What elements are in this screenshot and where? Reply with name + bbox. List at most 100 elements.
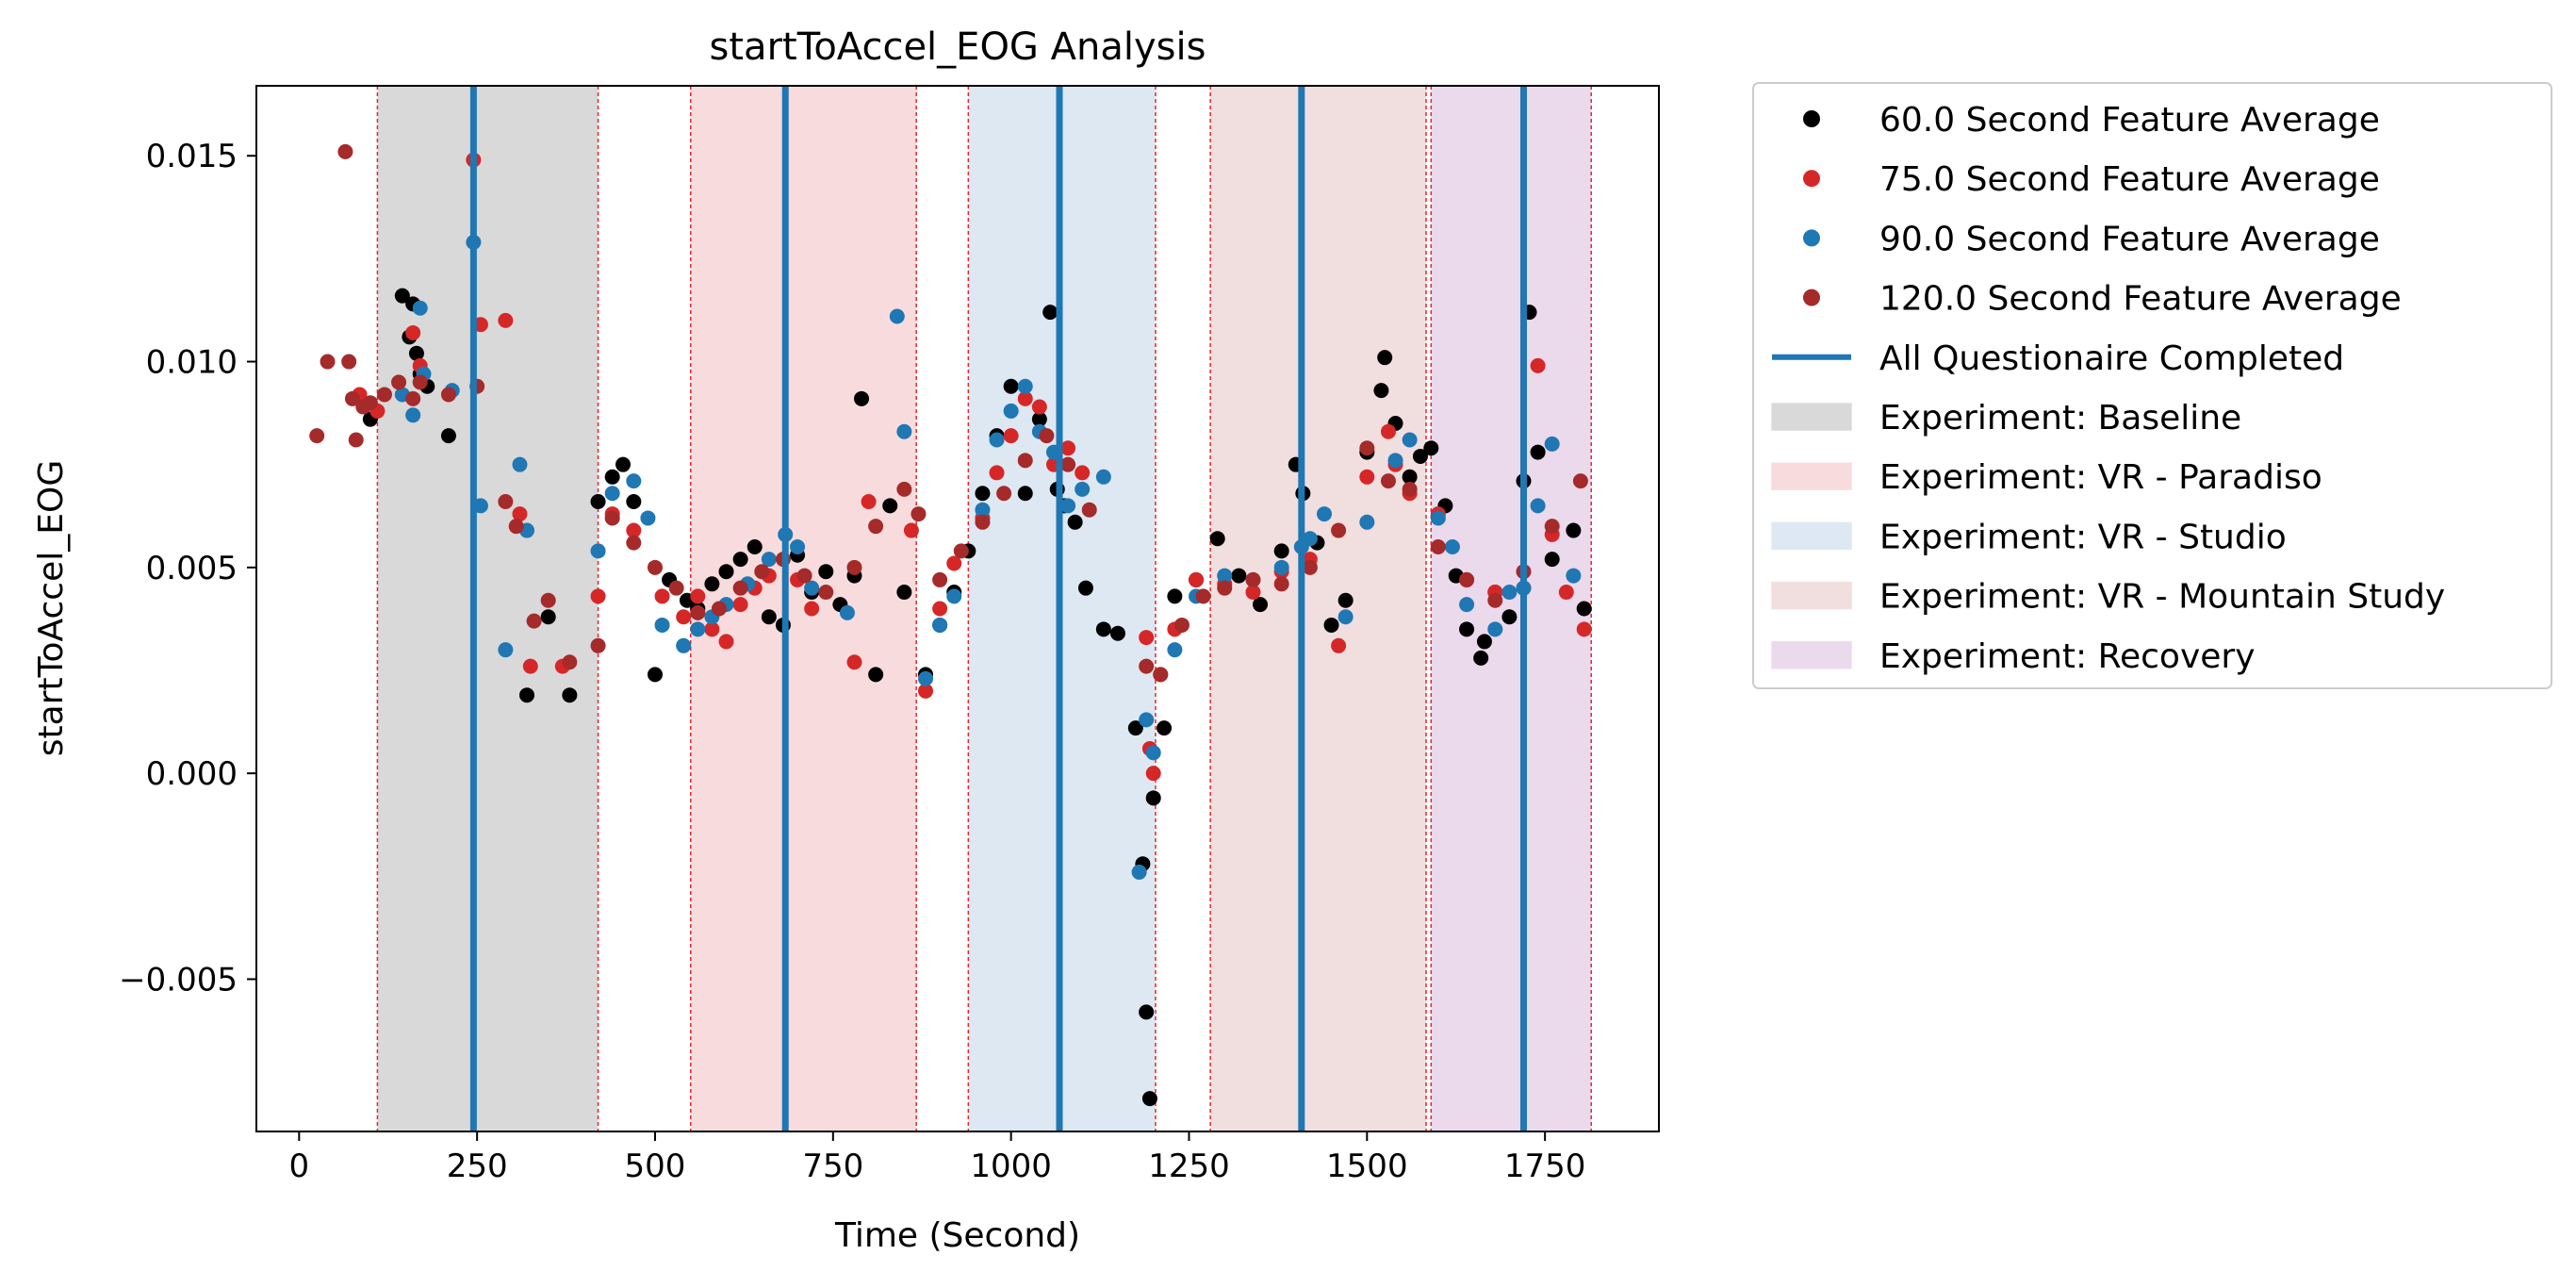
series-1-point-27 xyxy=(932,601,948,617)
series-3-point-47 xyxy=(1217,580,1233,596)
series-0-point-52 xyxy=(1139,1004,1155,1020)
y-axis-label: startToAccel_EOG xyxy=(32,460,71,756)
series-0-point-77 xyxy=(1473,650,1489,666)
series-0-point-76 xyxy=(1459,621,1475,637)
series-3-point-10 xyxy=(405,390,421,406)
series-0-point-83 xyxy=(1530,444,1546,460)
series-3-point-33 xyxy=(896,481,912,497)
series-0-point-33 xyxy=(896,585,912,601)
series-3-point-49 xyxy=(1273,576,1289,592)
series-1-point-59 xyxy=(1576,621,1592,637)
series-1-point-42 xyxy=(1189,571,1205,587)
series-1-point-22 xyxy=(804,601,820,617)
series-0-point-58 xyxy=(1209,531,1225,547)
series-3-point-46 xyxy=(1195,588,1211,604)
series-3-point-4 xyxy=(344,390,360,406)
series-1-point-44 xyxy=(1245,585,1261,601)
series-1-point-33 xyxy=(1031,399,1047,415)
x-tick-label: 1250 xyxy=(1148,1148,1230,1185)
series-2-point-53 xyxy=(1402,432,1418,448)
series-1-point-25 xyxy=(903,522,919,538)
series-1-point-13 xyxy=(654,588,670,604)
series-3-point-0 xyxy=(309,428,325,444)
series-1-point-26 xyxy=(918,683,934,699)
phase-band-4 xyxy=(1431,86,1592,1131)
series-1-point-5 xyxy=(472,317,488,333)
series-1-point-30 xyxy=(989,465,1005,481)
series-3-point-21 xyxy=(626,535,642,551)
series-2-point-8 xyxy=(512,456,528,472)
series-2-point-32 xyxy=(1003,403,1019,419)
x-tick-label: 750 xyxy=(802,1148,863,1185)
series-3-point-31 xyxy=(846,559,862,575)
series-3-point-8 xyxy=(376,387,392,403)
series-0-point-19 xyxy=(704,576,720,592)
series-1-point-36 xyxy=(1075,465,1091,481)
chart-title: startToAccel_EOG Analysis xyxy=(710,25,1206,69)
series-0-point-30 xyxy=(854,390,870,406)
series-3-point-18 xyxy=(562,654,578,670)
series-0-point-73 xyxy=(1423,440,1439,456)
series-1-point-58 xyxy=(1558,585,1574,601)
legend: 60.0 Second Feature Average 75.0 Second F… xyxy=(1752,82,2552,689)
series-1-point-12 xyxy=(626,522,642,538)
series-3-point-57 xyxy=(1487,592,1503,608)
series-0-point-21 xyxy=(732,552,748,568)
series-0-point-27 xyxy=(818,564,834,580)
x-tick-label: 0 xyxy=(288,1148,309,1185)
series-0-point-71 xyxy=(1402,469,1418,485)
series-3-point-23 xyxy=(668,580,684,596)
series-0-point-13 xyxy=(615,456,631,472)
series-3-point-26 xyxy=(732,580,748,596)
series-0-point-61 xyxy=(1273,543,1289,559)
series-0-point-48 xyxy=(1095,621,1111,637)
series-3-point-59 xyxy=(1544,519,1560,535)
data-points xyxy=(309,143,1592,1107)
series-3-point-53 xyxy=(1380,473,1396,489)
series-2-point-27 xyxy=(918,670,934,686)
series-2-point-39 xyxy=(1131,864,1147,880)
series-0-point-9 xyxy=(540,609,556,625)
series-3-point-27 xyxy=(754,564,770,580)
series-0-point-1 xyxy=(394,288,410,304)
series-3-point-15 xyxy=(508,519,524,535)
y-tick-label: 0.005 xyxy=(146,550,238,587)
series-3-point-34 xyxy=(911,506,927,522)
series-2-point-15 xyxy=(676,637,692,653)
series-2-point-30 xyxy=(975,502,991,518)
legend-patch-9 xyxy=(1771,641,1852,669)
series-2-point-25 xyxy=(889,308,905,324)
series-3-point-44 xyxy=(1153,667,1169,683)
series-1-point-10 xyxy=(590,588,606,604)
series-3-point-60 xyxy=(1572,473,1588,489)
series-2-point-60 xyxy=(1530,498,1546,514)
series-3-point-20 xyxy=(604,510,620,526)
series-0-point-43 xyxy=(1042,305,1058,321)
series-1-point-28 xyxy=(946,555,962,571)
series-3-point-48 xyxy=(1245,571,1261,587)
series-2-point-51 xyxy=(1359,514,1375,530)
legend-label-2: 90.0 Second Feature Average xyxy=(1879,220,2380,258)
legend-label-4: All Questionaire Completed xyxy=(1879,339,2344,378)
series-1-point-16 xyxy=(704,621,720,637)
series-0-point-32 xyxy=(882,498,898,514)
series-2-point-52 xyxy=(1387,453,1403,469)
series-2-point-37 xyxy=(1075,481,1091,497)
series-2-point-10 xyxy=(590,543,606,559)
series-2-point-28 xyxy=(932,617,948,633)
series-1-point-56 xyxy=(1530,357,1546,373)
series-2-point-55 xyxy=(1444,539,1460,555)
series-0-point-85 xyxy=(1566,522,1582,538)
x-tick-label: 1500 xyxy=(1326,1148,1408,1185)
series-0-point-55 xyxy=(1157,720,1173,736)
series-3-point-29 xyxy=(796,568,812,584)
series-2-point-12 xyxy=(626,473,642,489)
series-3-point-12 xyxy=(440,387,456,403)
x-axis-label: Time (Second) xyxy=(834,1216,1080,1255)
series-2-point-13 xyxy=(640,510,656,526)
legend-label-0: 60.0 Second Feature Average xyxy=(1879,101,2380,140)
series-2-point-42 xyxy=(1167,642,1183,658)
series-3-point-32 xyxy=(868,519,884,535)
series-2-point-16 xyxy=(690,621,706,637)
series-0-point-56 xyxy=(1167,588,1183,604)
